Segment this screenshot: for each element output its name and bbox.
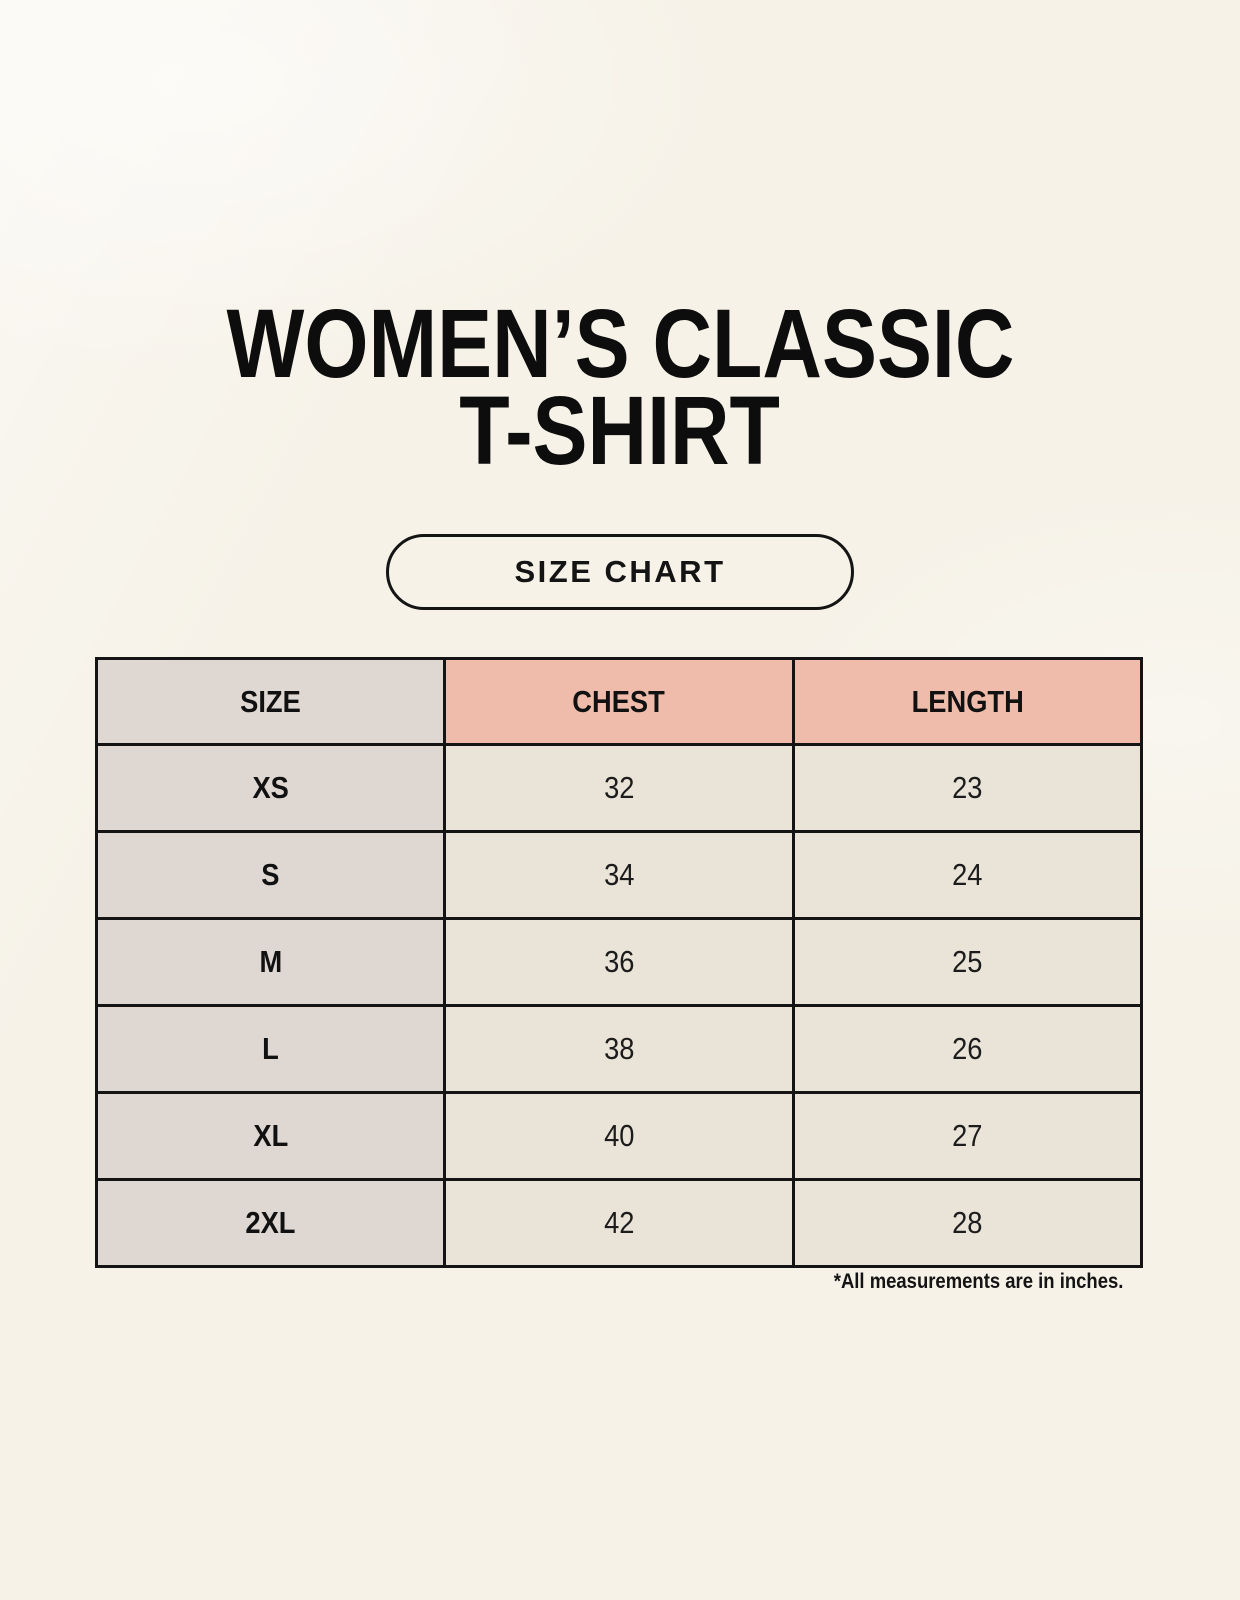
length-cell: 27 bbox=[791, 1091, 1144, 1181]
length-cell: 24 bbox=[791, 830, 1144, 920]
size-chart-table: SIZE CHEST LENGTH XS 32 23 S 34 24 M 36 … bbox=[94, 657, 1144, 1268]
table-row: XS 32 23 bbox=[94, 743, 1144, 833]
chest-cell: 40 bbox=[443, 1091, 795, 1181]
size-chart-table-container: SIZE CHEST LENGTH XS 32 23 S 34 24 M 36 … bbox=[94, 657, 1144, 1268]
length-cell: 28 bbox=[791, 1178, 1144, 1268]
size-chart-button-label: SIZE CHART bbox=[514, 554, 726, 589]
table-header-size: SIZE bbox=[94, 657, 447, 746]
chest-cell: 34 bbox=[443, 830, 795, 920]
table-row: 2XL 42 28 bbox=[94, 1178, 1144, 1268]
page-title-line-2: T-SHIRT bbox=[459, 376, 781, 486]
size-cell: M bbox=[94, 917, 447, 1007]
table-header-row: SIZE CHEST LENGTH bbox=[94, 657, 1144, 746]
measurements-footnote: *All measurements are in inches. bbox=[833, 1270, 1124, 1293]
length-cell: 26 bbox=[791, 1004, 1144, 1094]
table-row: S 34 24 bbox=[94, 830, 1144, 920]
chest-cell: 32 bbox=[443, 743, 795, 833]
length-cell: 23 bbox=[791, 743, 1144, 833]
table-row: M 36 25 bbox=[94, 917, 1144, 1007]
table-row: XL 40 27 bbox=[94, 1091, 1144, 1181]
chest-cell: 38 bbox=[443, 1004, 795, 1094]
size-cell: XL bbox=[94, 1091, 447, 1181]
chest-cell: 42 bbox=[443, 1178, 795, 1268]
table-row: L 38 26 bbox=[94, 1004, 1144, 1094]
table-header-chest: CHEST bbox=[443, 657, 795, 746]
table-header-length: LENGTH bbox=[791, 657, 1144, 746]
page-title-line-1: WOMEN’S CLASSIC bbox=[226, 289, 1014, 398]
size-cell: XS bbox=[94, 743, 447, 833]
chest-cell: 36 bbox=[443, 917, 795, 1007]
size-cell: L bbox=[94, 1004, 447, 1094]
size-cell: 2XL bbox=[94, 1178, 447, 1268]
page-title: WOMEN’S CLASSIC T-SHIRT bbox=[0, 289, 1240, 486]
length-cell: 25 bbox=[791, 917, 1144, 1007]
size-chart-button[interactable]: SIZE CHART bbox=[386, 534, 854, 610]
size-cell: S bbox=[94, 830, 447, 920]
